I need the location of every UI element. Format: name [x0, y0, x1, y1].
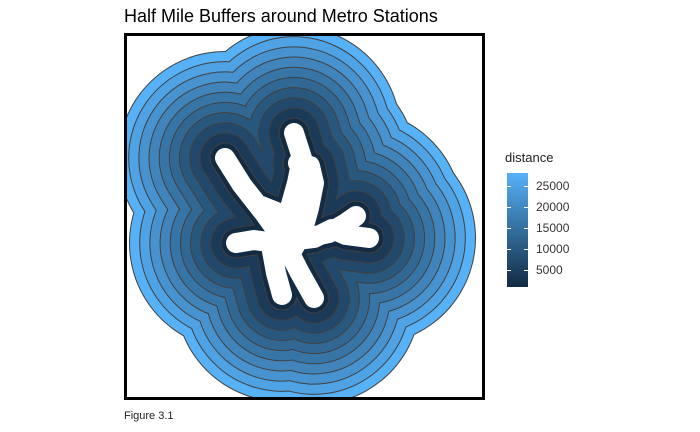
- map-frame: [124, 33, 485, 400]
- legend-tick-label: 10000: [536, 242, 570, 256]
- map-panel: [124, 33, 485, 400]
- metro-stations: [215, 123, 379, 308]
- legend-tick-mark: [524, 249, 528, 250]
- distance-legend: distance 25000 20000 15000 10000 5000: [505, 150, 585, 290]
- legend-tick-label: 25000: [536, 178, 570, 193]
- station-lines: [215, 123, 379, 308]
- legend-title: distance: [505, 150, 554, 165]
- legend-tick-mark: [507, 227, 511, 229]
- legend-tick-mark: [507, 206, 511, 208]
- legend-tick-label: 20000: [536, 199, 570, 214]
- legend-tick-mark: [507, 185, 511, 187]
- chart-title: Half Mile Buffers around Metro Stations: [124, 6, 438, 26]
- legend-tick-label: 5000: [536, 263, 563, 278]
- legend-colorbar: [507, 173, 528, 287]
- legend-tick-mark: [524, 227, 528, 229]
- legend-tick-mark: [507, 270, 511, 272]
- legend-tick-mark: [524, 270, 528, 272]
- legend-tick-mark: [524, 206, 528, 208]
- legend-tick-mark: [507, 249, 511, 250]
- buffer-map: [124, 33, 485, 400]
- legend-tick-mark: [524, 185, 528, 187]
- legend-tick-label: 15000: [536, 220, 570, 235]
- figure-caption: Figure 3.1: [124, 410, 174, 422]
